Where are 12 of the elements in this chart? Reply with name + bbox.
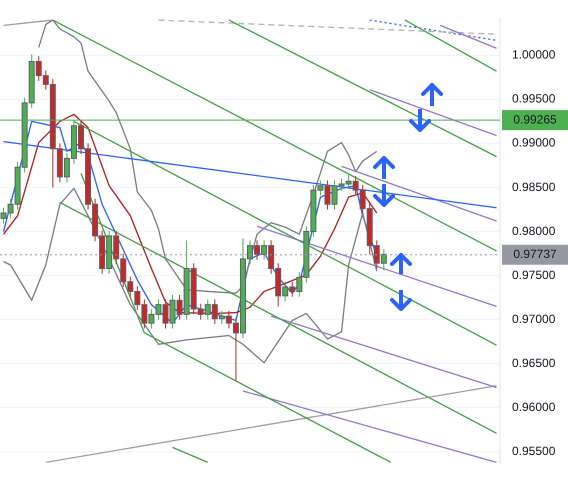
y-tick-label: 0.99000: [512, 136, 556, 150]
y-tick-label: 0.98000: [512, 224, 556, 238]
y-tick-label: 0.97000: [512, 312, 556, 326]
y-tick-label: 0.98500: [512, 180, 556, 194]
y-tick-label: 0.96000: [512, 400, 556, 414]
y-tick-label: 0.97500: [512, 268, 556, 282]
y-tick-label: 0.95500: [512, 444, 556, 458]
y-tick-label: 1.00000: [512, 48, 556, 62]
y-tick-label: 0.96500: [512, 356, 556, 370]
ref-line-label: 0.97737: [513, 247, 558, 262]
ref-line-label: 0.99265: [513, 112, 558, 126]
y-tick-label: 0.99500: [512, 92, 556, 106]
